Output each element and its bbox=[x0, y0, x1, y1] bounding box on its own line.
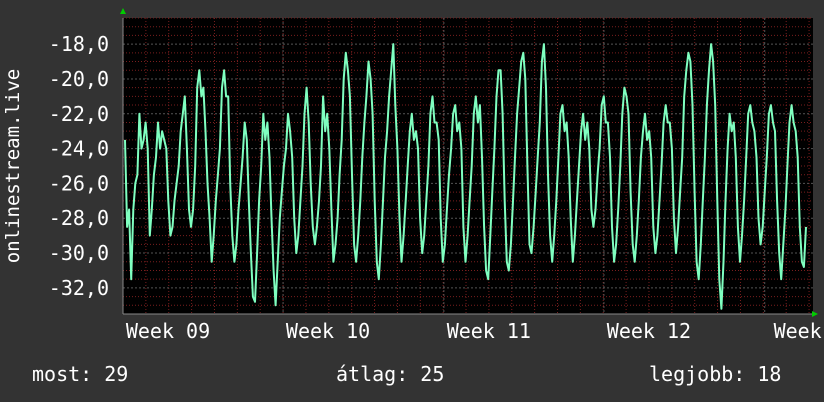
y-axis: -32,0 -30,0 -28,0 -26,0 -24,0 -22,0 -20,0 -18,0 bbox=[49, 32, 109, 300]
x-tick-label: Week 1 bbox=[774, 319, 824, 343]
y-tick-label: -30,0 bbox=[49, 241, 109, 265]
x-axis: Week 09 Week 10 Week 11 Week 12 Week 1 bbox=[126, 319, 824, 343]
y-axis-label: onlinestream.live bbox=[2, 69, 24, 263]
x-axis-arrow bbox=[812, 311, 818, 317]
x-tick-label: Week 09 bbox=[126, 319, 210, 343]
current-value: most: 29 bbox=[32, 362, 129, 386]
y-tick-label: -18,0 bbox=[49, 32, 109, 56]
y-tick-label: -32,0 bbox=[49, 276, 109, 300]
y-axis-arrow bbox=[120, 8, 126, 14]
series-line bbox=[124, 43, 807, 310]
x-tick-label: Week 11 bbox=[447, 319, 531, 343]
best-value: legjobb: 18 bbox=[649, 362, 782, 386]
y-tick-label: -22,0 bbox=[49, 102, 109, 126]
y-tick-label: -28,0 bbox=[49, 206, 109, 230]
y-tick-label: -24,0 bbox=[49, 137, 109, 161]
average-value: átlag: 25 bbox=[336, 362, 445, 386]
y-tick-label: -26,0 bbox=[49, 171, 109, 195]
x-tick-label: Week 12 bbox=[607, 319, 691, 343]
x-tick-label: Week 10 bbox=[286, 319, 370, 343]
y-tick-label: -20,0 bbox=[49, 67, 109, 91]
